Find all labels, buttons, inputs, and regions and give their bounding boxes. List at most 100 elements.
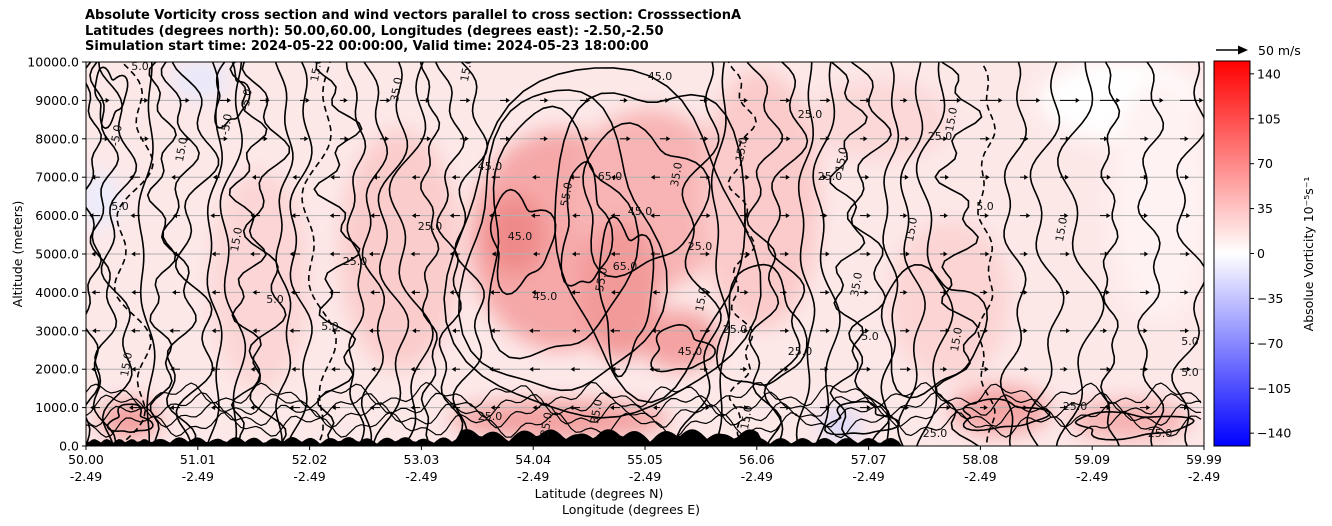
contour-label: 15.0	[903, 216, 920, 242]
contour-label: 15.0	[693, 286, 710, 312]
y-tick-label: 6000.0	[35, 208, 79, 223]
contour-label: 15.0	[833, 146, 850, 172]
wind-vectors	[89, 97, 1204, 411]
contour-label: 5.0	[1181, 335, 1199, 348]
colorbar: 140 105 70 35 0 −35 −70 −105 −140 Absolue Vortic…	[1213, 60, 1316, 447]
y-axis-label: Altitude (meters)	[10, 201, 25, 308]
x-tick-label-lon: -2.49	[70, 469, 102, 484]
contour-label: 15.0	[948, 326, 965, 352]
contour-label: 5.0	[111, 200, 129, 213]
contour-label: 45.0	[628, 205, 653, 218]
colorbar-tick-label: −140	[1257, 426, 1291, 441]
contour-label: 25.0	[1063, 400, 1088, 413]
contour-label: 5.0	[976, 200, 994, 213]
contour-label: -5.0	[108, 124, 125, 147]
contour-label: 15.0	[173, 136, 190, 162]
x-tick-label-lon: -2.49	[405, 469, 437, 484]
title-line-2: Latitudes (degrees north): 50.00,60.00, …	[85, 23, 664, 39]
contour-label: 5.0	[321, 320, 339, 333]
contour-label: 5.0	[861, 330, 879, 343]
y-tick-label: 3000.0	[35, 323, 79, 338]
x-tick-label-lon: -2.49	[1076, 469, 1108, 484]
contour-label: 45.0	[508, 230, 533, 243]
title-line-1: Absolute Vorticity cross section and win…	[85, 8, 742, 23]
x-tick-label-lat: 55.05	[627, 452, 663, 467]
contour-label: 45.0	[648, 70, 673, 83]
contour-label: 25.0	[343, 255, 368, 268]
colorbar-tick-label: −70	[1257, 336, 1283, 351]
colorbar-tick-label: −35	[1257, 291, 1283, 306]
title-line-3: Simulation start time: 2024-05-22 00:00:…	[85, 39, 649, 54]
colorbar-tick-label: 140	[1257, 66, 1281, 81]
colorbar-tick-label: 35	[1257, 201, 1273, 216]
quiver-key-label: 50 m/s	[1258, 43, 1301, 58]
contour-label: 65.0	[613, 260, 638, 273]
x-tick-label-lon: -2.49	[182, 469, 214, 484]
contour-label: 25.0	[418, 220, 443, 233]
contour-label: 55.0	[593, 266, 610, 292]
x-tick-label-lat: 58.08	[963, 452, 999, 467]
contour-label: 25.0	[478, 410, 503, 423]
x-tick-label-lat: 59.99	[1186, 452, 1222, 467]
x-axis-label-longitude: Longitude (degrees E)	[562, 502, 700, 517]
x-tick-label-lat: 59.09	[1074, 452, 1110, 467]
contour-label: 15.0	[943, 106, 960, 132]
contour-label: 35.0	[538, 411, 555, 437]
y-tick-label: 4000.0	[35, 285, 79, 300]
contour-label: 45.0	[678, 345, 703, 358]
contour-label: 25.0	[1148, 427, 1173, 440]
contour-label: -5.0	[218, 113, 235, 136]
contour-label: 65.0	[598, 170, 623, 183]
y-axis: 0.0 1000.0 2000.0 3000.0 4000.0 5000.0 6000.0 7…	[27, 55, 86, 454]
y-tick-label: 2000.0	[35, 362, 79, 377]
y-tick-label: 10000.0	[27, 55, 79, 70]
x-tick-label-lat: 51.01	[180, 452, 216, 467]
x-tick-label-lat: 50.00	[68, 452, 104, 467]
contour-label: 15.0	[308, 56, 325, 82]
contour-label: 55.0	[558, 181, 575, 207]
contour-lines	[86, 62, 1204, 446]
x-tick-label-lon: -2.49	[964, 469, 996, 484]
contour-label: 35.0	[848, 271, 865, 297]
contour-label: 25.0	[798, 108, 823, 121]
quiver-key: 50 m/s	[1216, 43, 1301, 58]
colorbar-gradient	[1213, 60, 1251, 447]
y-tick-label: 7000.0	[35, 170, 79, 185]
contour-label: 45.0	[533, 290, 558, 303]
gridlines	[86, 99, 1204, 409]
y-tick-label: 1000.0	[35, 400, 79, 415]
terrain	[86, 429, 1204, 446]
y-tick-label: 5000.0	[35, 247, 79, 262]
x-tick-label-lon: -2.49	[629, 469, 661, 484]
contour-label: 35.0	[668, 161, 685, 187]
x-axis-label-latitude: Latitude (degrees N)	[535, 486, 664, 501]
x-tick-label-lon: -2.49	[741, 469, 773, 484]
contour-label: 25.0	[688, 240, 713, 253]
contour-label: 5.0	[266, 293, 284, 306]
contour-label: 35.0	[588, 398, 605, 424]
contour-label: 25.0	[723, 323, 748, 336]
colorbar-tick-label: −105	[1257, 381, 1291, 396]
x-tick-label-lon: -2.49	[517, 469, 549, 484]
colorbar-tick-label: 0	[1257, 246, 1265, 261]
contour-label: -5.0	[238, 88, 255, 111]
y-tick-label: 8000.0	[35, 131, 79, 146]
colorbar-tick-label: 70	[1257, 156, 1273, 171]
contour-label: 25.0	[788, 345, 813, 358]
x-axis: 50.00 -2.49 51.01 -2.49 52.02 -2.49 53.03 -2.49…	[68, 446, 1222, 484]
x-tick-label-lon: -2.49	[293, 469, 325, 484]
x-tick-label-lat: 54.04	[515, 452, 551, 467]
contour-label: 25.0	[818, 170, 843, 183]
x-tick-label-lat: 53.03	[404, 452, 440, 467]
contour-label: 15.0	[733, 136, 750, 162]
contour-label: 45.0	[478, 160, 503, 173]
contour-label: 25.0	[928, 130, 953, 143]
contour-labels: 5.015.015.05.015.035.015.025.045.045.055…	[108, 56, 1199, 440]
contour-label: 5.0	[131, 60, 149, 73]
x-tick-label-lat: 56.06	[739, 452, 775, 467]
x-tick-label-lon: -2.49	[852, 469, 884, 484]
contour-label: 25.0	[923, 427, 948, 440]
chart-title: Absolute Vorticity cross section and win…	[85, 8, 741, 55]
colorbar-tick-label: 105	[1257, 111, 1281, 126]
